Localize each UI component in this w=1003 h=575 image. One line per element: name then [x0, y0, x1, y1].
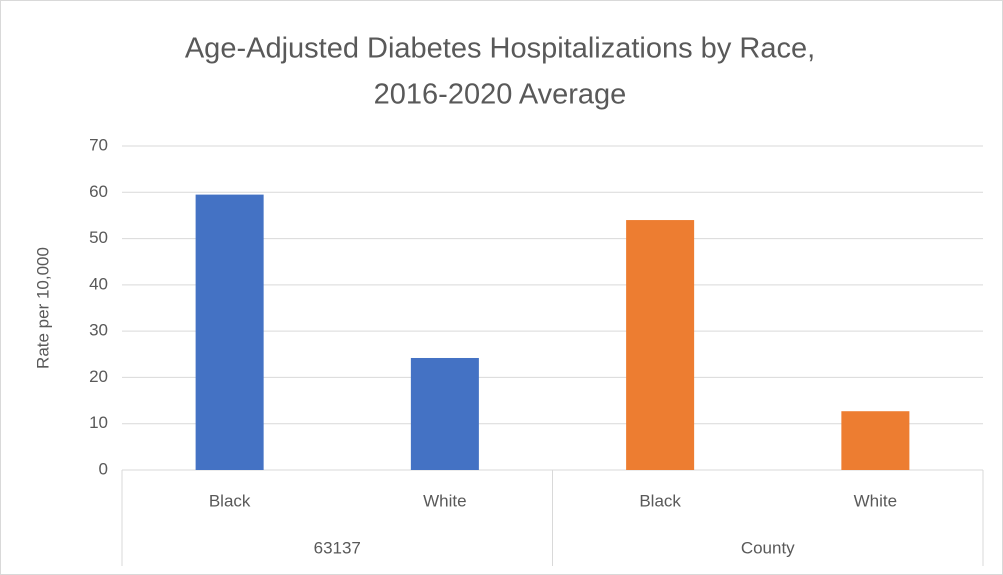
y-tick-label: 10 — [89, 413, 108, 432]
bar — [410, 357, 479, 470]
x-tick-label: Black — [639, 491, 681, 510]
group-label: 63137 — [314, 538, 361, 557]
x-tick-label: Black — [209, 491, 251, 510]
chart-title: 2016-2020 Average — [374, 79, 627, 111]
group-label: County — [741, 538, 795, 557]
y-tick-label: 60 — [89, 182, 108, 201]
bar — [841, 411, 910, 470]
x-tick-label: White — [423, 491, 466, 510]
y-tick-label: 30 — [89, 321, 108, 340]
x-tick-label: White — [854, 491, 897, 510]
y-tick-label: 50 — [89, 228, 108, 247]
y-tick-label: 0 — [99, 459, 108, 478]
y-tick-label: 70 — [89, 135, 108, 154]
chart-title: Age-Adjusted Diabetes Hospitalizations b… — [185, 33, 815, 65]
bar — [626, 220, 695, 470]
y-tick-label: 40 — [89, 274, 108, 293]
bar — [195, 194, 264, 470]
y-tick-label: 20 — [89, 367, 108, 386]
y-axis-label: Rate per 10,000 — [33, 247, 52, 369]
